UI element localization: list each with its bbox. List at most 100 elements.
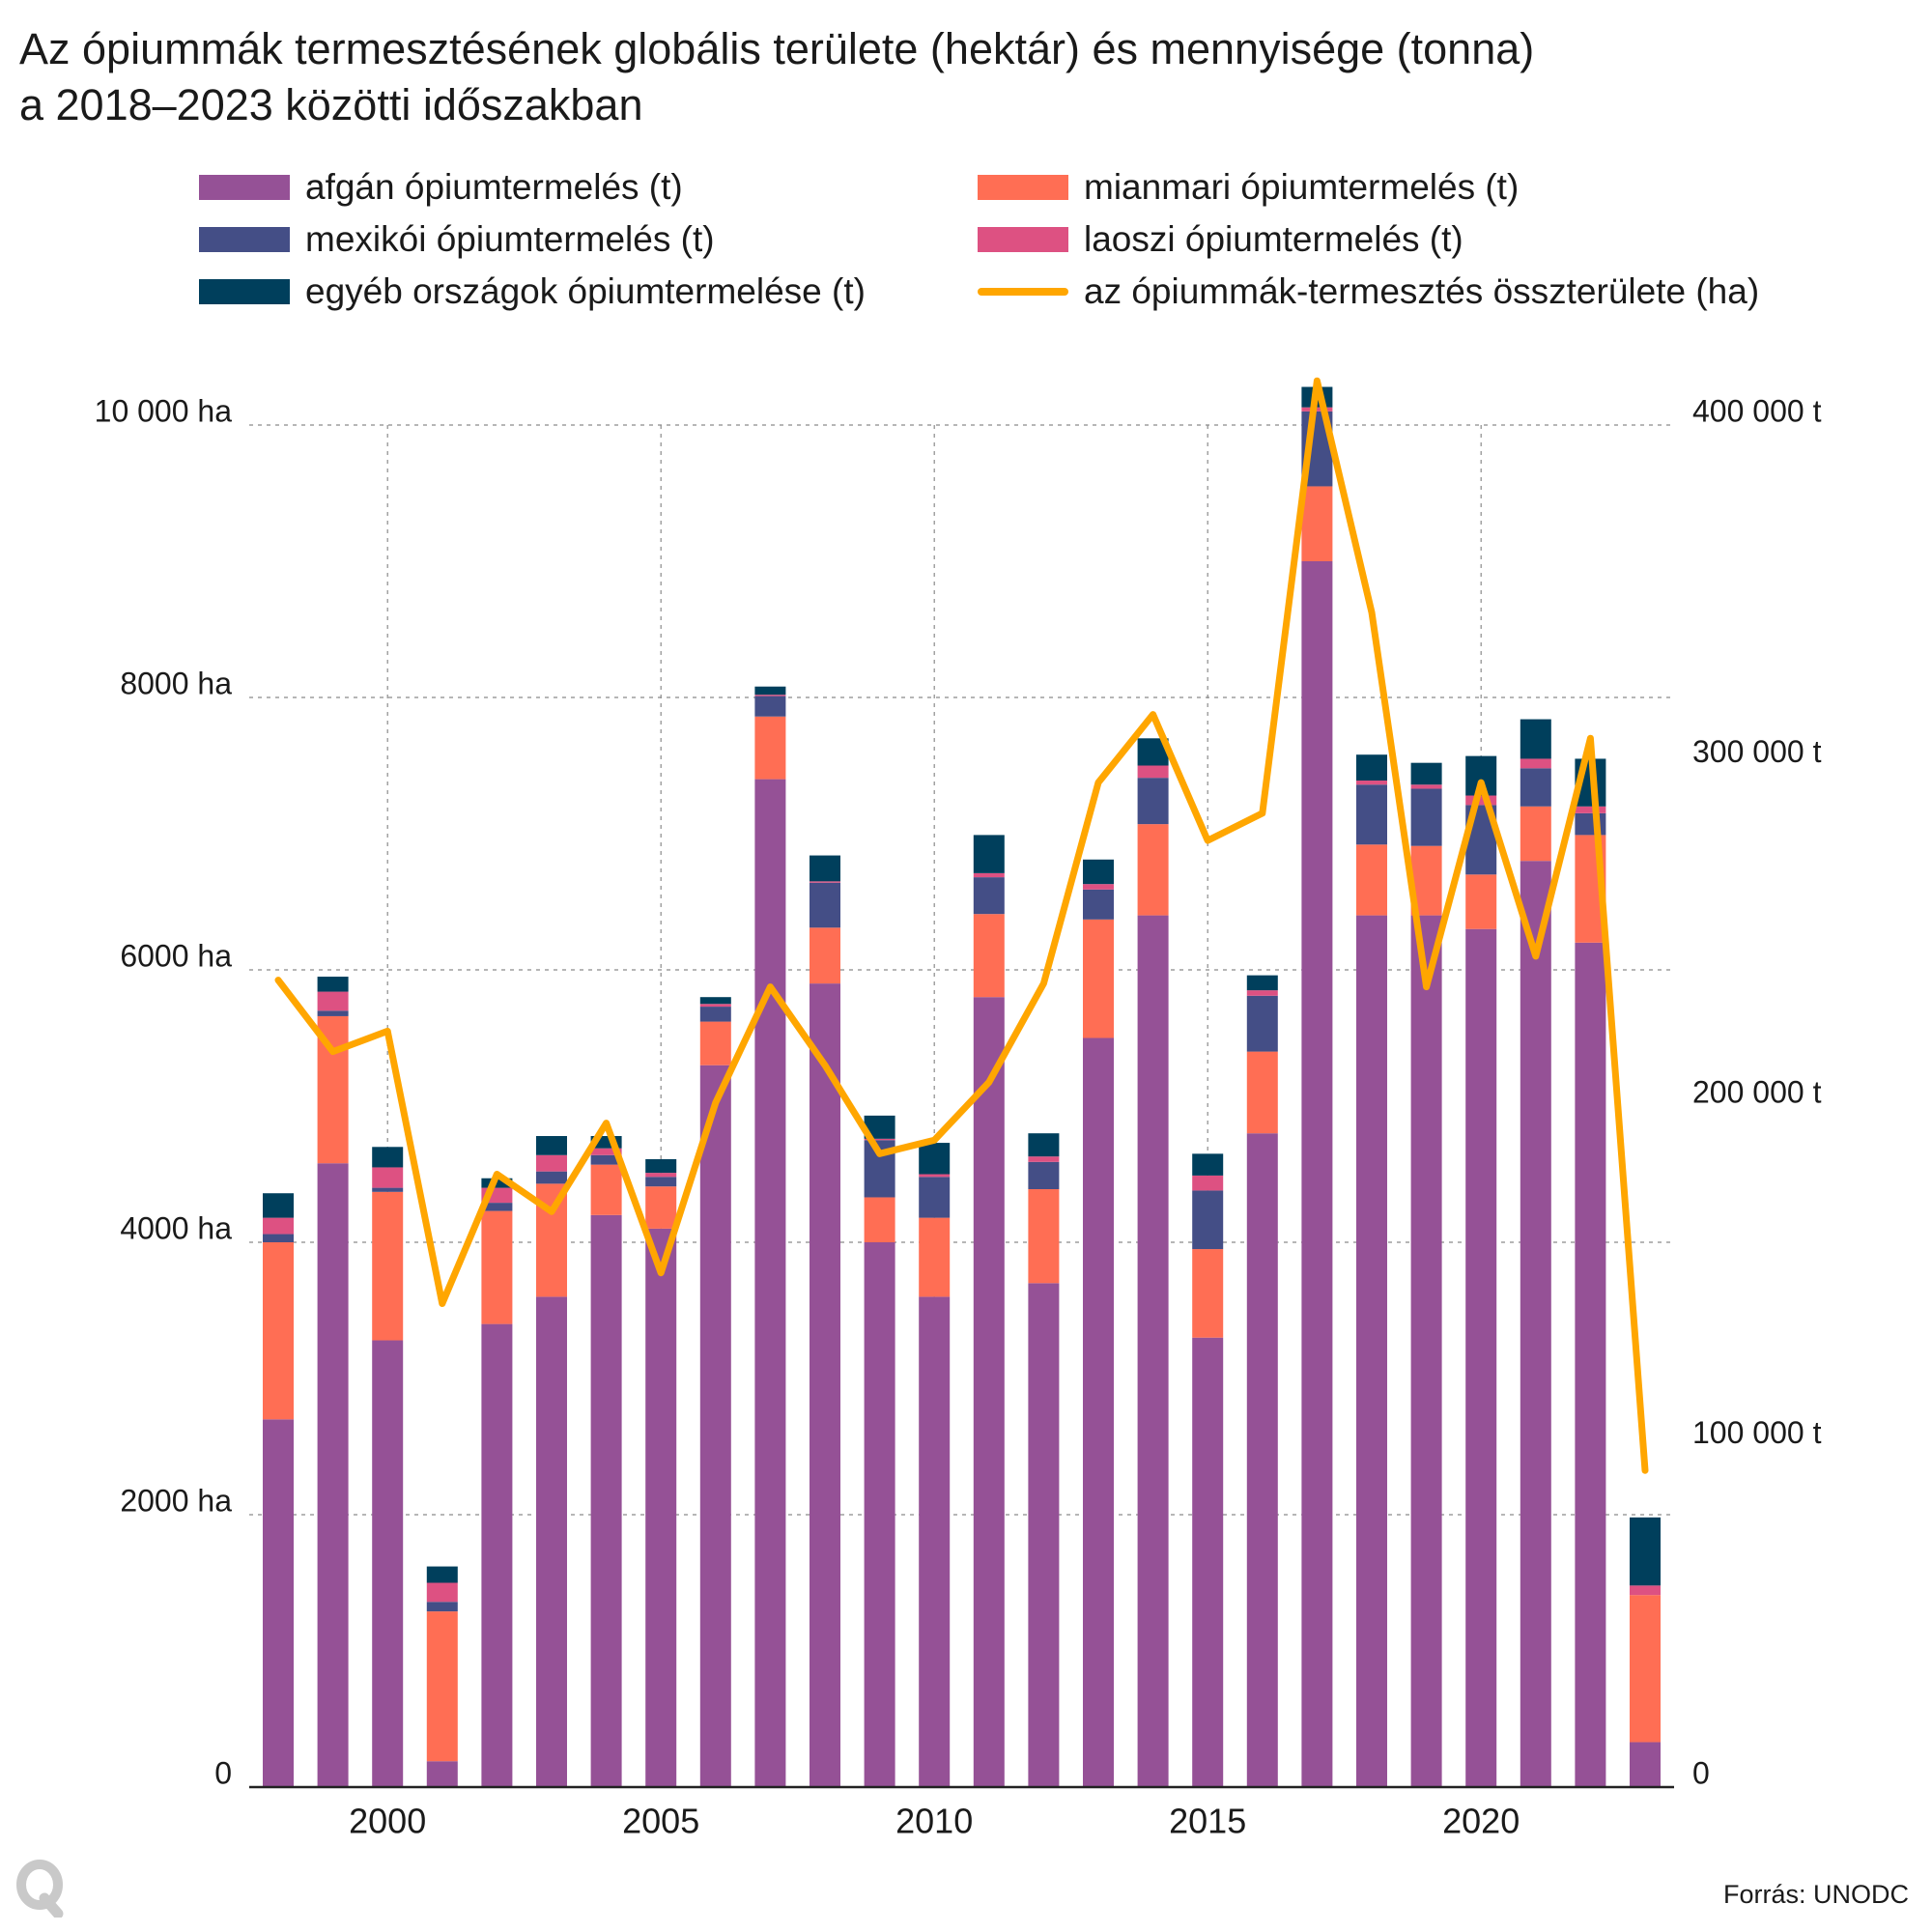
- right-axis-tick-label: 400 000 t: [1692, 393, 1822, 428]
- legend-item-egyeb: egyéb országok ópiumtermelése (t): [199, 267, 866, 317]
- bar-segment-mexiko: [426, 1602, 458, 1612]
- bar-segment-laosz: [1520, 758, 1551, 769]
- left-axis-tick-label: 2000 ha: [120, 1483, 232, 1518]
- right-axis-tick-label: 200 000 t: [1692, 1074, 1822, 1109]
- bar-segment-afgan: [864, 1242, 895, 1787]
- bar-segment-laosz: [1192, 1175, 1224, 1191]
- bar-segment-mianmar: [1301, 486, 1333, 561]
- bar-segment-mexiko: [754, 696, 786, 717]
- bar-segment-laosz: [754, 695, 786, 696]
- bar-segment-egyeb: [864, 1115, 895, 1139]
- bar-segment-afgan: [590, 1214, 622, 1787]
- legend-swatch-laosz: [978, 227, 1068, 252]
- bar-segment-mexiko: [1192, 1190, 1224, 1250]
- bar-segment-laosz: [864, 1138, 895, 1141]
- bar-segment-mexiko: [317, 1010, 349, 1016]
- bar-segment-mianmar: [1083, 919, 1114, 1038]
- bar-segment-afgan: [372, 1340, 404, 1787]
- bar-segment-mianmar: [699, 1021, 731, 1065]
- legend-item-mianmar: mianmari ópiumtermelés (t): [978, 162, 1519, 213]
- bar-segment-afgan: [426, 1761, 458, 1787]
- legend-label-terulet: az ópiummák-termesztés összterülete (ha): [1084, 271, 1760, 311]
- bar-segment-mianmar: [919, 1217, 951, 1297]
- bar-segment-afgan: [536, 1296, 567, 1787]
- legend-swatch-egyeb: [199, 279, 290, 304]
- bar-segment-mianmar: [1028, 1189, 1060, 1284]
- bar-segment-mexiko: [536, 1171, 567, 1184]
- bar-segment-afgan: [973, 997, 1005, 1787]
- legend-swatch-afgan: [199, 175, 290, 200]
- bar-segment-mianmar: [645, 1186, 677, 1229]
- source-note: Forrás: UNODC: [1722, 1880, 1909, 1909]
- right-axis-tick-label: 300 000 t: [1692, 734, 1822, 769]
- bar-segment-laosz: [1083, 884, 1114, 890]
- legend-item-afgan: afgán ópiumtermelés (t): [199, 162, 683, 213]
- bar-segment-laosz: [973, 872, 1005, 878]
- bar-segment-afgan: [754, 779, 786, 1787]
- bar-segment-mexiko: [1575, 812, 1606, 836]
- chart-title-line-2: a 2018–2023 közötti időszakban: [19, 80, 643, 129]
- bar-segment-mexiko: [1083, 889, 1114, 920]
- bar-segment-afgan: [1301, 561, 1333, 1787]
- bar-segment-mexiko: [1246, 995, 1278, 1052]
- x-axis-tick-label: 2005: [622, 1802, 699, 1841]
- legend-swatch-mexiko: [199, 227, 290, 252]
- bar-segment-mexiko: [263, 1234, 294, 1242]
- bar-segment-egyeb: [1410, 762, 1442, 785]
- x-axis-tick-label: 2015: [1169, 1802, 1246, 1841]
- bar-segment-mianmar: [481, 1210, 513, 1324]
- left-axis-tick-label: 4000 ha: [120, 1210, 232, 1245]
- legend-label-afgan: afgán ópiumtermelés (t): [305, 167, 683, 207]
- bar-segment-mexiko: [372, 1187, 404, 1192]
- bar-segment-mianmar: [1192, 1249, 1224, 1338]
- bar-segment-mianmar: [372, 1191, 404, 1341]
- bar-segment-afgan: [699, 1065, 731, 1787]
- bar-segment-laosz: [1137, 765, 1169, 779]
- bar-segment-laosz: [536, 1154, 567, 1172]
- bar-segment-mexiko: [481, 1203, 513, 1211]
- bar-segment-egyeb: [1192, 1153, 1224, 1176]
- bar-segment-afgan: [1356, 915, 1387, 1787]
- legend-line-terulet: [978, 288, 1068, 296]
- bar-segment-afgan: [1520, 861, 1551, 1787]
- left-axis-tick-label: 0: [214, 1755, 232, 1790]
- bar-segment-egyeb: [1356, 754, 1387, 781]
- left-axis-tick-label: 10 000 ha: [95, 393, 233, 428]
- bar-segment-mexiko: [1028, 1161, 1060, 1190]
- bar-segment-laosz: [1028, 1156, 1060, 1162]
- bar-segment-mianmar: [1246, 1051, 1278, 1134]
- bar-segment-laosz: [1465, 795, 1497, 806]
- left-axis-tick-label: 8000 ha: [120, 666, 232, 700]
- bar-segment-laosz: [372, 1167, 404, 1188]
- bar-segment-afgan: [1410, 915, 1442, 1787]
- legend-swatch-mianmar: [978, 175, 1068, 200]
- bar-segment-afgan: [1630, 1742, 1661, 1787]
- bar-segment-mianmar: [973, 914, 1005, 998]
- bar-segment-mexiko: [973, 877, 1005, 915]
- bar-segment-mexiko: [699, 1007, 731, 1022]
- bar-segment-egyeb: [1083, 859, 1114, 885]
- legend: afgán ópiumtermelés (t) mianmari ópiumte…: [199, 162, 1899, 327]
- bar-segment-egyeb: [426, 1566, 458, 1583]
- bar-segment-laosz: [645, 1173, 677, 1178]
- bar-segment-egyeb: [810, 855, 840, 882]
- bar-segment-afgan: [1192, 1337, 1224, 1787]
- bar-segment-egyeb: [317, 977, 349, 992]
- bar-segment-laosz: [810, 881, 840, 883]
- bar-segment-mianmar: [1630, 1595, 1661, 1743]
- bar-segment-laosz: [1630, 1585, 1661, 1596]
- bar-segment-laosz: [426, 1582, 458, 1603]
- bar-segment-laosz: [1356, 781, 1387, 785]
- bar-segment-afgan: [1028, 1283, 1060, 1787]
- bar-segment-laosz: [590, 1148, 622, 1155]
- right-axis-tick-label: 0: [1692, 1755, 1710, 1790]
- bar-segment-afgan: [263, 1419, 294, 1787]
- bar-segment-afgan: [810, 983, 840, 1787]
- bar-segment-laosz: [1575, 806, 1606, 813]
- bar-segment-afgan: [1137, 915, 1169, 1787]
- legend-item-laosz: laoszi ópiumtermelés (t): [978, 214, 1463, 265]
- bar-segment-egyeb: [536, 1136, 567, 1155]
- bar-segment-mexiko: [810, 882, 840, 928]
- bar-segment-laosz: [317, 991, 349, 1011]
- bar-segment-afgan: [1575, 942, 1606, 1787]
